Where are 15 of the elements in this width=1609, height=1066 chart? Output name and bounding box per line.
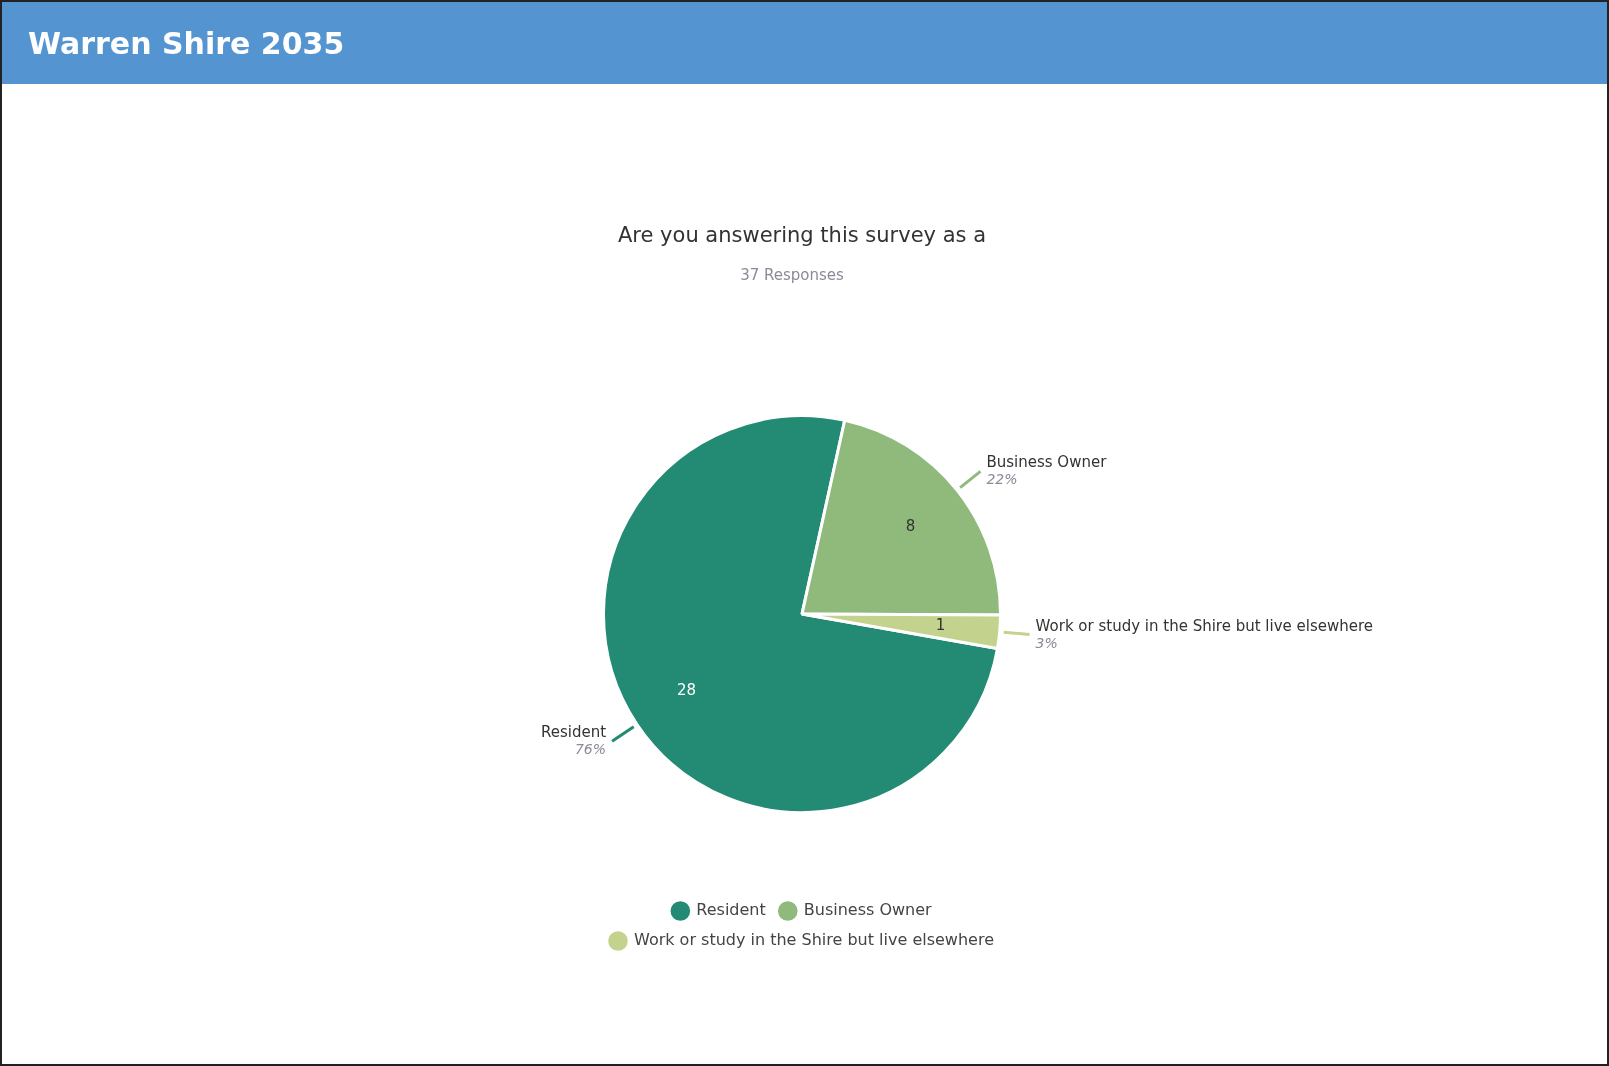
slice-label: Work or study in the Shire but live elsewhere (1035, 616, 1374, 635)
text: 3% (1035, 634, 1058, 651)
data-label: 8 (905, 517, 916, 536)
legend-label: Resident (696, 900, 766, 920)
slice-label: Resident (540, 723, 607, 742)
data-label: 28 (676, 681, 697, 700)
legend-label: Work or study in the Shire but live elsewhere (634, 930, 994, 950)
slice-label: Business Owner (986, 453, 1108, 472)
legend-label: Business Owner (803, 900, 933, 920)
text: Warren Shire 2035 (28, 25, 345, 61)
data-label: 1 (935, 616, 946, 635)
text: 76% (574, 741, 607, 758)
text: 37 Responses (740, 265, 845, 284)
text: 22% (986, 471, 1018, 488)
chart-subtitle: Are you answering this survey as a (617, 223, 987, 248)
